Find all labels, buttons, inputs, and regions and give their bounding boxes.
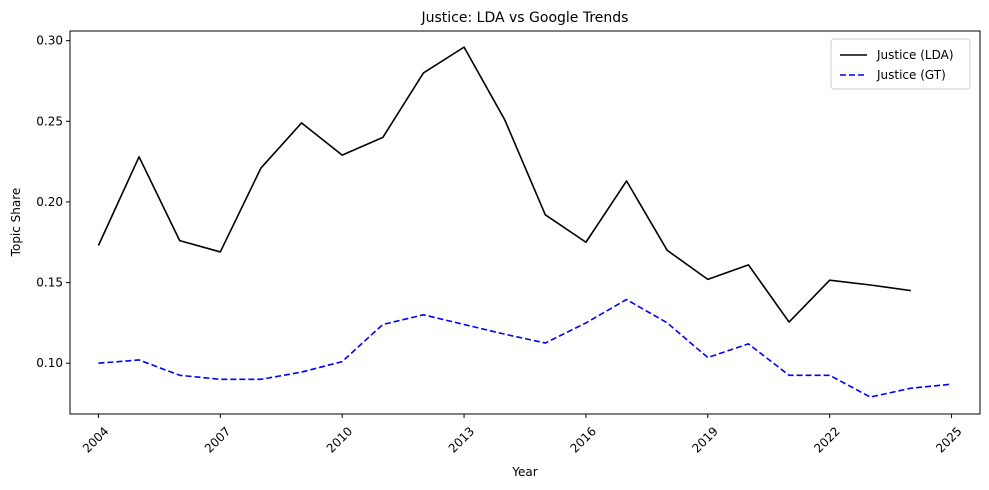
series-line-gt — [98, 298, 952, 398]
series-line-lda — [97, 46, 912, 323]
legend-box — [830, 38, 971, 90]
legend-label-lda: Justice (LDA) — [876, 48, 954, 62]
chart-title: Justice: LDA vs Google Trends — [421, 10, 629, 26]
y-axis-label: Topic Share — [9, 188, 23, 258]
series-layer — [97, 46, 952, 398]
y-tick-label: 0.25 — [36, 114, 63, 128]
y-tick-label: 0.20 — [36, 195, 63, 209]
legend: Justice (LDA) Justice (GT) — [830, 38, 971, 90]
y-tick-label: 0.15 — [36, 276, 63, 290]
plot-area-frame — [69, 30, 981, 415]
y-tick-label: 0.10 — [36, 356, 63, 370]
y-axis-ticks: 0.10 0.15 0.20 0.25 0.30 — [36, 34, 70, 370]
y-tick-label: 0.30 — [36, 34, 63, 48]
x-axis-label: Year — [511, 465, 537, 479]
legend-label-gt: Justice (GT) — [876, 68, 946, 82]
